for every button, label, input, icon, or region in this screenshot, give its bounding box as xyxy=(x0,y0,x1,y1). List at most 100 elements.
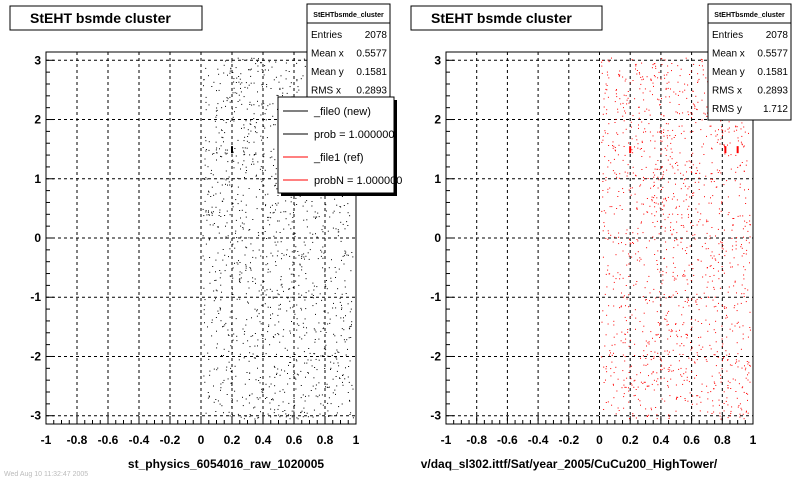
scatter-point xyxy=(215,193,217,195)
scatter-point xyxy=(706,267,708,268)
scatter-point xyxy=(254,418,256,420)
scatter-point xyxy=(712,299,714,301)
scatter-point xyxy=(342,374,344,376)
scatter-point xyxy=(346,339,348,341)
scatter-point xyxy=(300,412,302,414)
scatter-point xyxy=(729,328,731,330)
scatter-point xyxy=(696,395,698,397)
scatter-point xyxy=(261,304,263,306)
scatter-point xyxy=(264,194,266,196)
scatter-point xyxy=(312,241,314,243)
scatter-point xyxy=(689,196,691,198)
scatter-point xyxy=(228,176,230,178)
scatter-point xyxy=(729,364,731,366)
scatter-point xyxy=(267,105,269,107)
scatter-point xyxy=(349,399,350,401)
scatter-point xyxy=(668,96,670,98)
scatter-point xyxy=(243,96,245,98)
scatter-point xyxy=(696,359,698,361)
scatter-point xyxy=(661,178,663,179)
scatter-point xyxy=(261,104,263,106)
scatter-point xyxy=(646,281,648,283)
scatter-point xyxy=(228,411,230,413)
scatter-point xyxy=(259,168,261,170)
x-tick-label: 0.4 xyxy=(653,433,670,447)
scatter-point xyxy=(609,187,611,189)
scatter-point xyxy=(239,78,241,80)
scatter-point xyxy=(671,370,673,372)
scatter-point xyxy=(602,60,604,61)
scatter-point xyxy=(700,260,702,262)
scatter-point xyxy=(330,367,332,369)
scatter-point xyxy=(252,256,254,258)
scatter-point xyxy=(605,212,607,214)
scatter-point xyxy=(686,333,688,335)
scatter-point xyxy=(666,320,668,322)
scatter-point xyxy=(218,89,220,91)
scatter-point xyxy=(305,376,306,378)
scatter-point xyxy=(646,198,648,199)
scatter-point xyxy=(231,378,233,380)
scatter-point xyxy=(204,136,206,138)
scatter-point xyxy=(651,383,653,385)
y-tick-label: -1 xyxy=(430,290,441,304)
scatter-point xyxy=(685,371,687,373)
scatter-point xyxy=(697,320,699,322)
scatter-point xyxy=(285,62,287,64)
scatter-point xyxy=(263,103,265,105)
scatter-point xyxy=(670,331,672,333)
scatter-point xyxy=(707,392,709,394)
scatter-point xyxy=(255,131,256,133)
scatter-point xyxy=(323,327,325,329)
scatter-point xyxy=(224,254,226,256)
scatter-point xyxy=(304,65,306,67)
scatter-point xyxy=(289,356,291,358)
scatter-point xyxy=(232,202,234,204)
scatter-point xyxy=(227,334,229,336)
scatter-point xyxy=(749,236,751,238)
scatter-point xyxy=(628,189,630,191)
scatter-point xyxy=(716,169,718,171)
scatter-point xyxy=(316,216,318,218)
scatter-point xyxy=(261,181,263,183)
scatter-point xyxy=(663,135,665,137)
scatter-point xyxy=(305,255,307,257)
scatter-point xyxy=(225,105,226,107)
legend: _file0 (new)prob = 1.000000_file1 (ref)p… xyxy=(277,96,402,196)
scatter-point xyxy=(266,289,268,291)
scatter-point xyxy=(707,398,709,400)
scatter-point xyxy=(227,161,229,163)
scatter-point xyxy=(715,384,717,386)
plot-title: StEHT bsmde cluster xyxy=(431,10,572,26)
scatter-point xyxy=(635,417,637,419)
scatter-point xyxy=(662,279,664,281)
scatter-point xyxy=(287,373,288,374)
scatter-point xyxy=(716,141,718,143)
scatter-point xyxy=(249,352,251,354)
scatter-point xyxy=(651,67,653,69)
scatter-point xyxy=(243,124,245,126)
scatter-point xyxy=(615,89,617,91)
scatter-point xyxy=(657,378,659,380)
scatter-point xyxy=(205,412,207,414)
scatter-point xyxy=(293,397,295,399)
scatter-point xyxy=(677,244,679,246)
scatter-point xyxy=(648,343,650,345)
scatter-point xyxy=(602,135,604,137)
scatter-point xyxy=(649,292,651,294)
scatter-point xyxy=(676,343,678,345)
scatter-point xyxy=(687,188,689,190)
scatter-point xyxy=(341,403,343,405)
scatter-point xyxy=(254,127,256,129)
scatter-point xyxy=(614,344,616,346)
scatter-point xyxy=(334,267,336,268)
scatter-point xyxy=(296,80,298,82)
scatter-point xyxy=(719,412,721,414)
scatter-point xyxy=(643,381,645,383)
scatter-point xyxy=(674,240,676,242)
scatter-point xyxy=(729,382,731,384)
scatter-point xyxy=(705,77,707,79)
scatter-point xyxy=(682,248,683,250)
scatter-point xyxy=(606,71,608,73)
scatter-point xyxy=(643,213,645,215)
